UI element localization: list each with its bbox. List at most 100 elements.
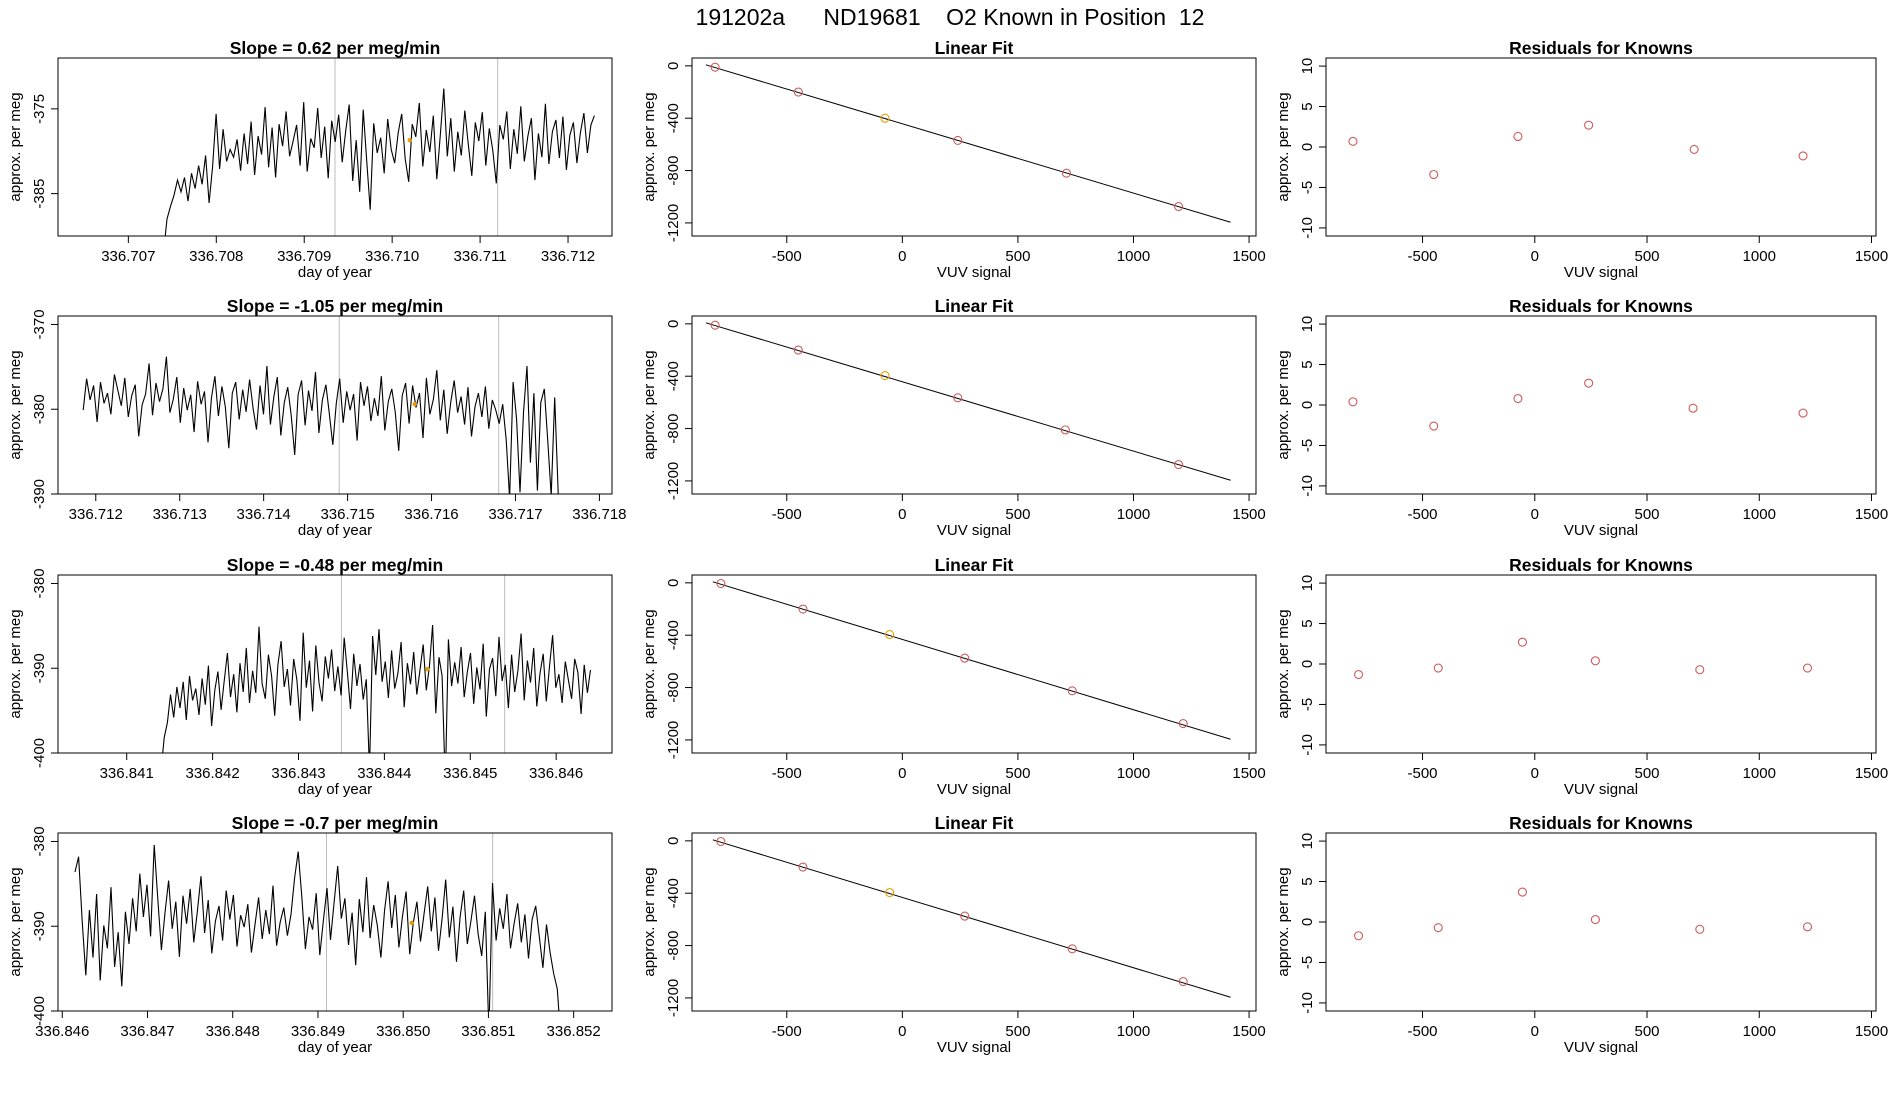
r1-fit-xtick-label-0: -500 (772, 248, 802, 265)
r3-fit-frame (691, 574, 1257, 754)
r2-series-xtick-label-3: 336.715 (320, 506, 374, 523)
r1-resid-ytick-label-1: 5 (1299, 102, 1316, 110)
r2-series-highlight-point (412, 401, 417, 407)
r3-fit-point-1 (798, 604, 808, 614)
r3-fit-point-4 (1067, 686, 1077, 696)
r4-series-xtick-label-0: 336.846 (35, 1023, 89, 1040)
r4-fit-ytick-label-1: -400 (665, 878, 682, 908)
r3-series-xtick-label-3: 336.844 (357, 765, 411, 782)
r3-resid-panel: -500 0 500 1000 1500 10 5 0 -5 -10 Residuals for K… (1275, 555, 1888, 798)
r1-resid-panel: -500 0 500 1000 1500 10 5 0 -5 -10 Residuals for K… (1275, 38, 1888, 281)
r3-fit-fit-line (712, 581, 1231, 740)
r4-series-ytick-label-1: -390 (31, 911, 48, 941)
r3-fit-xtick-label-4: 1500 (1232, 765, 1265, 782)
r2-fit-xtick-label-0: -500 (772, 506, 802, 523)
r4-resid-point-5 (1802, 922, 1813, 932)
r1-resid-ytick-label-0: 10 (1299, 58, 1316, 75)
r3-resid-xtick-label-1: 0 (1531, 765, 1539, 782)
r4-resid-ytick-label-0: 10 (1299, 833, 1316, 850)
r4-resid-point-0 (1354, 931, 1364, 941)
r4-fit-xlabel: VUV signal (937, 1039, 1011, 1056)
r1-fit-xtick-label-1: 0 (898, 248, 906, 265)
r1-fit-ytick-label-3: -1200 (665, 204, 682, 242)
r2-fit-point-2 (880, 371, 890, 381)
r2-resid-title: Residuals for Knowns (1509, 296, 1693, 316)
r2-fit-point-3 (953, 393, 963, 403)
r1-fit-xtick-label-2: 500 (1005, 248, 1030, 265)
r2-fit-point-4 (1060, 425, 1070, 435)
r2-series-xtick-label-2: 336.714 (237, 506, 291, 523)
r4-series-title: Slope = -0.7 per meg/min (232, 813, 439, 833)
r1-fit-xtick-label-4: 1500 (1232, 248, 1265, 265)
r4-resid-point-2 (1517, 887, 1527, 897)
r3-resid-frame (1325, 574, 1877, 754)
r2-resid-ytick-label-2: 0 (1299, 401, 1316, 409)
r1-fit-fit-line (705, 64, 1231, 223)
r3-resid-ylabel: approx. per meg (1275, 609, 1292, 718)
r3-series-title: Slope = -0.48 per meg/min (227, 555, 443, 575)
r1-fit-point-0 (710, 62, 720, 72)
r2-resid-point-5 (1798, 408, 1808, 418)
r1-resid-point-0 (1348, 136, 1358, 146)
r1-series-trace (164, 88, 595, 236)
r4-resid-xtick-label-3: 1000 (1743, 1023, 1776, 1040)
r1-resid-ytick-label-3: -5 (1299, 181, 1316, 194)
r2-series-ytick-label-2: -370 (31, 309, 48, 339)
r1-series-ytick-label-0: -385 (31, 179, 48, 209)
r3-resid-ytick-label-0: 10 (1299, 575, 1316, 592)
r4-fit-point-5 (1178, 977, 1188, 987)
r2-series-panel: 336.712 336.713 336.714 336.715 336.716 336.7… (7, 296, 627, 539)
r2-series-trace (82, 356, 559, 494)
r3-fit-xtick-label-3: 1000 (1117, 765, 1150, 782)
r2-fit-xlabel: VUV signal (937, 522, 1011, 539)
r1-fit-point-2 (880, 113, 890, 123)
r1-fit-frame (691, 57, 1257, 237)
r3-resid-xtick-label-3: 1000 (1743, 765, 1776, 782)
r3-resid-xtick-label-4: 1500 (1855, 765, 1888, 782)
r3-series-xtick-label-0: 336.841 (100, 765, 154, 782)
r4-resid-frame (1325, 832, 1877, 1012)
r3-resid-ytick-label-1: 5 (1299, 619, 1316, 627)
r2-resid-ylabel: approx. per meg (1275, 350, 1292, 459)
r2-resid-xtick-label-2: 500 (1635, 506, 1660, 523)
r2-resid-frame (1325, 315, 1877, 495)
r1-resid-ytick-label-4: -10 (1299, 217, 1316, 239)
r3-series-xlabel: day of year (298, 781, 372, 798)
r4-resid-xlabel: VUV signal (1564, 1039, 1638, 1056)
r4-series-ytick-label-2: -380 (31, 826, 48, 856)
r2-resid-point-1 (1429, 421, 1439, 431)
r3-fit-xtick-label-1: 0 (898, 765, 906, 782)
r4-series-xtick-label-6: 336.852 (547, 1023, 601, 1040)
r2-series-ylabel: approx. per meg (7, 350, 24, 459)
r4-fit-xtick-label-0: -500 (772, 1023, 802, 1040)
r2-resid-xtick-label-3: 1000 (1743, 506, 1776, 523)
r2-fit-xtick-label-4: 1500 (1232, 506, 1265, 523)
r1-series-highlight-point (407, 138, 412, 143)
r3-fit-ylabel: approx. per meg (641, 609, 658, 718)
r3-fit-panel: -500 0 500 1000 1500 0 -400 -800 -1200 Linear Fit… (641, 555, 1266, 798)
r4-fit-title: Linear Fit (935, 813, 1014, 833)
r4-fit-point-3 (960, 911, 970, 921)
r1-series-ytick-label-1: -375 (31, 94, 48, 124)
r2-resid-ytick-label-1: 5 (1299, 360, 1316, 368)
r3-resid-point-3 (1590, 656, 1600, 666)
r1-resid-ytick-label-2: 0 (1299, 143, 1316, 151)
r2-resid-panel: -500 0 500 1000 1500 10 5 0 -5 -10 Residuals for K… (1275, 296, 1888, 539)
r4-series-ytick-label-0: -400 (31, 996, 48, 1026)
figure-title: 191202a ND19681 O2 Known in Position 12 (695, 4, 1205, 30)
r3-series-ytick-label-0: -400 (31, 738, 48, 768)
r2-resid-ytick-label-0: 10 (1299, 316, 1316, 333)
r4-resid-point-3 (1590, 915, 1600, 925)
r3-resid-ytick-label-4: -10 (1299, 734, 1316, 756)
r2-fit-ytick-label-0: 0 (665, 320, 682, 328)
r4-resid-ytick-label-4: -10 (1299, 992, 1316, 1014)
r3-series-xtick-label-5: 336.846 (529, 765, 583, 782)
r4-fit-xtick-label-4: 1500 (1232, 1023, 1265, 1040)
r4-resid-panel: -500 0 500 1000 1500 10 5 0 -5 -10 Residuals for K… (1275, 813, 1888, 1056)
r1-fit-xlabel: VUV signal (937, 264, 1011, 281)
r3-series-xtick-label-4: 336.845 (443, 765, 497, 782)
r2-fit-point-5 (1174, 460, 1184, 470)
r1-fit-ytick-label-2: -800 (665, 156, 682, 186)
r2-resid-ytick-label-4: -10 (1299, 475, 1316, 497)
r2-fit-ytick-label-1: -400 (665, 361, 682, 391)
